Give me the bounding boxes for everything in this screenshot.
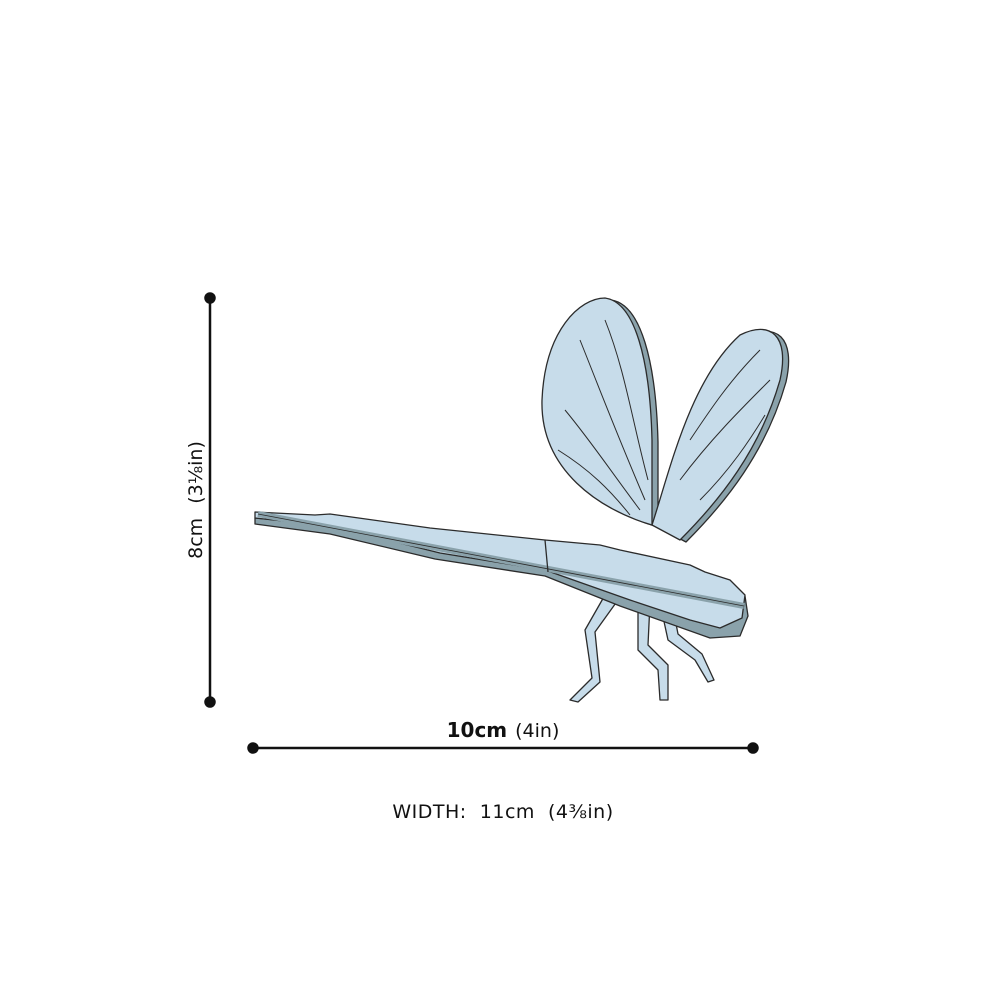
length-imperial: (4in)	[515, 720, 560, 742]
dragonfly-icon	[254, 297, 790, 703]
height-dimension-label: 8cm (3⅛in)	[185, 441, 207, 559]
height-value: 8cm	[185, 517, 207, 559]
length-value: 10cm	[446, 718, 508, 742]
height-imperial: (3⅛in)	[185, 441, 207, 504]
width-note: WIDTH: 11cm (4⅜in)	[392, 801, 614, 823]
height-dimension-line	[204, 292, 216, 708]
length-dimension-line	[247, 742, 759, 754]
length-dimension-label: 10cm (4in)	[447, 718, 560, 742]
